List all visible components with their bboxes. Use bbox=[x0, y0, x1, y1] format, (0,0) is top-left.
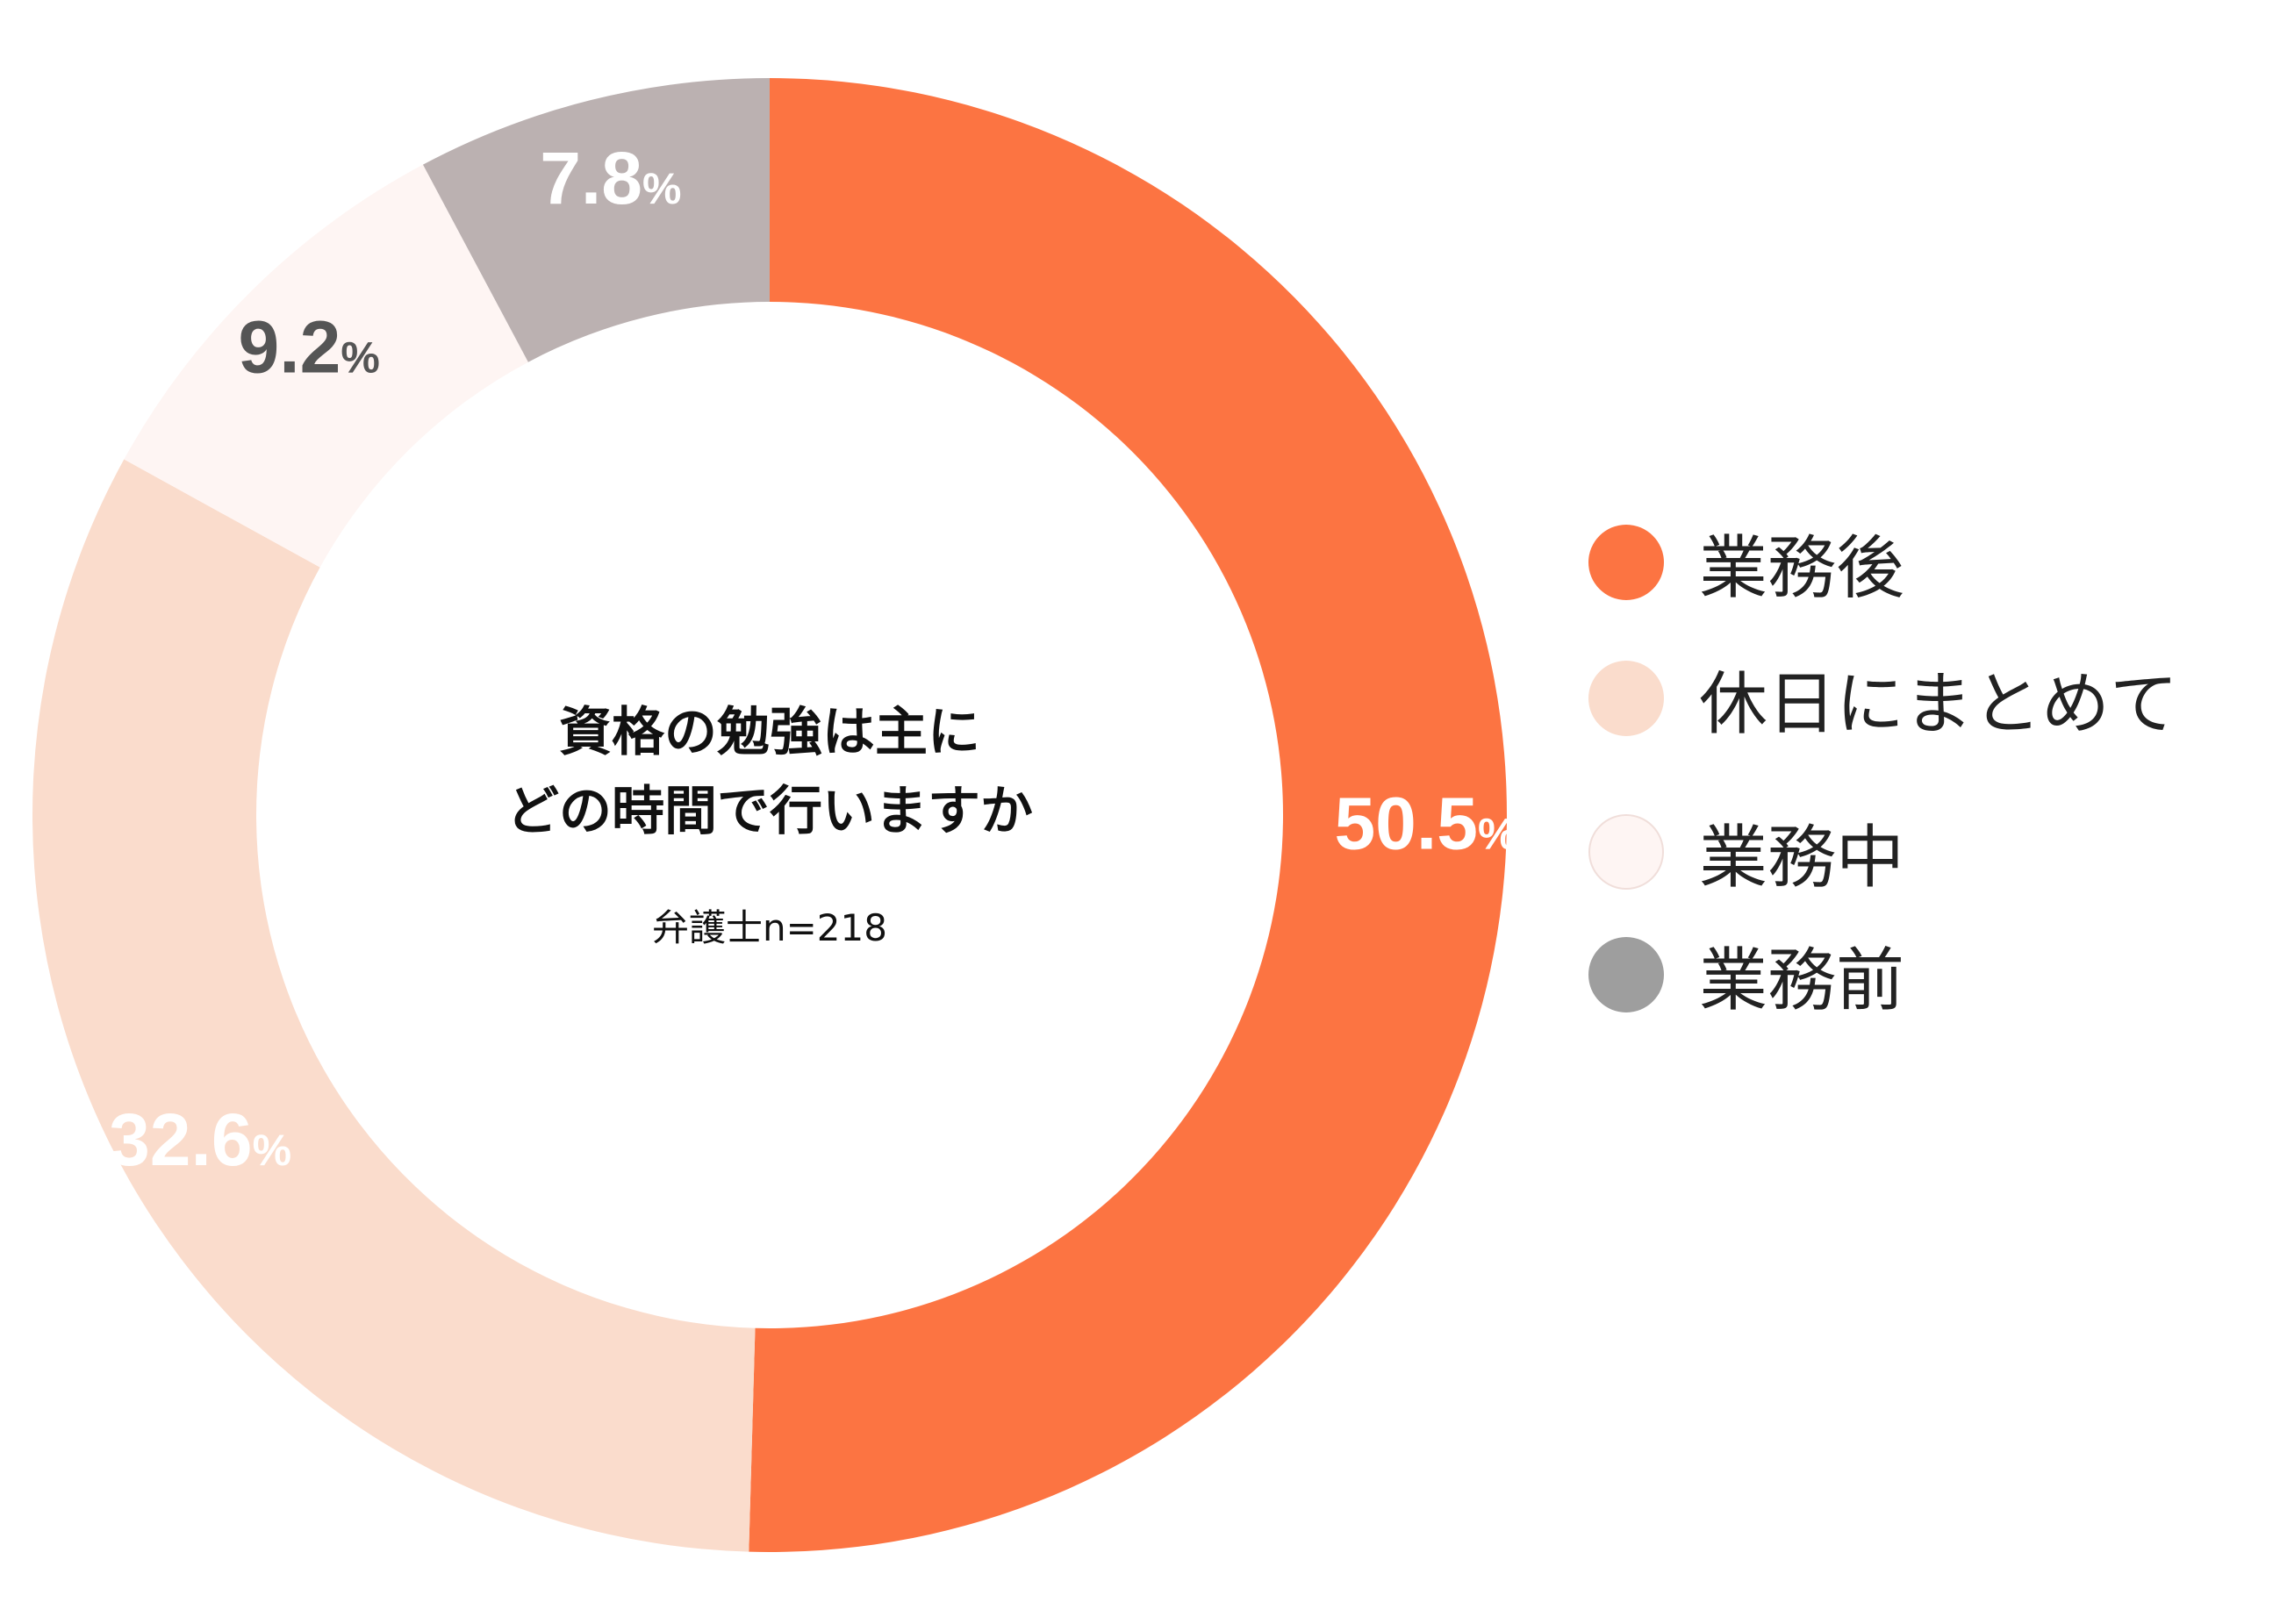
percent-sign: % bbox=[1478, 810, 1516, 859]
percent-sign: % bbox=[642, 164, 681, 213]
slice-3 bbox=[422, 78, 770, 362]
legend-swatch bbox=[1588, 814, 1664, 890]
legend-label: 休日にまとめて bbox=[1699, 665, 2179, 744]
slice-labels: 50.5%32.6%9.2%7.8% bbox=[109, 137, 1516, 1181]
legend-item-before-work: 業務前 bbox=[1588, 926, 1904, 1024]
slice-1 bbox=[32, 459, 756, 1552]
slice-label-1: 32.6% bbox=[109, 1098, 291, 1181]
slice-value: 32.6 bbox=[109, 1098, 253, 1181]
slice-0 bbox=[749, 78, 1507, 1552]
legend-swatch bbox=[1588, 661, 1664, 736]
percent-sign: % bbox=[253, 1126, 291, 1175]
legend-label: 業務前 bbox=[1699, 941, 1905, 1020]
slice-value: 50.5 bbox=[1334, 783, 1478, 865]
slice-value: 9.2 bbox=[239, 306, 341, 389]
legend-item-after-work: 業務後 bbox=[1588, 513, 1904, 612]
slice-label-2: 9.2% bbox=[239, 306, 380, 389]
center-title-line-1: 資格の勉強は主に bbox=[559, 702, 980, 763]
slice-label-0: 50.5% bbox=[1334, 783, 1516, 865]
slice-label-3: 7.8% bbox=[540, 137, 681, 219]
slice-2 bbox=[124, 164, 528, 568]
legend-swatch bbox=[1588, 525, 1664, 600]
donut-slices bbox=[32, 78, 1507, 1552]
legend: 業務後 休日にまとめて 業務中 業務前 bbox=[1588, 0, 2273, 1624]
center-text: 資格の勉強は主に どの時間で行いますか 弁護士n=218 bbox=[506, 702, 1033, 949]
center-title-line-2: どの時間で行いますか bbox=[506, 781, 1033, 842]
legend-item-during-work: 業務中 bbox=[1588, 803, 1904, 901]
center-subtitle: 弁護士n=218 bbox=[652, 906, 887, 949]
legend-label: 業務中 bbox=[1699, 819, 1905, 898]
legend-item-holiday: 休日にまとめて bbox=[1588, 649, 2178, 748]
legend-swatch bbox=[1588, 937, 1664, 1012]
legend-label: 業務後 bbox=[1699, 529, 1905, 608]
slice-value: 7.8 bbox=[540, 137, 642, 219]
percent-sign: % bbox=[341, 333, 379, 383]
